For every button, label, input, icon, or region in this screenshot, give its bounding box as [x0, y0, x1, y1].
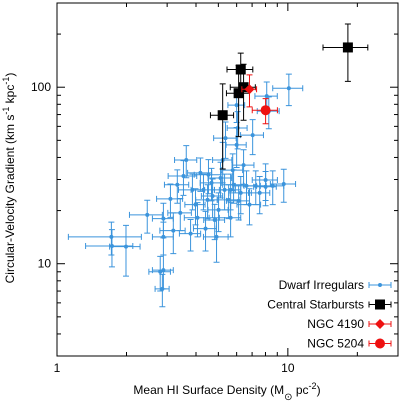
point — [214, 234, 219, 239]
point — [168, 196, 173, 201]
y-error-bar — [122, 224, 129, 277]
point — [244, 84, 255, 95]
point — [281, 181, 286, 186]
point — [171, 228, 176, 233]
point — [241, 163, 246, 168]
point — [109, 243, 114, 248]
point — [257, 190, 262, 195]
x-axis-label: Mean HI Surface Density (M⊙ pc-2) — [133, 381, 320, 401]
x-tick-label: 10 — [281, 361, 295, 375]
y-error-bar — [219, 83, 226, 170]
y-error-bar — [227, 173, 234, 211]
legend-label: Dwarf Irregulars — [279, 278, 364, 292]
x-label-part: pc — [293, 383, 309, 397]
point — [216, 207, 221, 212]
point — [188, 231, 193, 236]
y-label-part: -1 — [1, 77, 11, 85]
x-error-bar — [67, 233, 142, 240]
y-tick-label: 100 — [31, 80, 51, 94]
y-tick-label: 10 — [38, 257, 52, 271]
y-label-part: -1 — [1, 107, 11, 115]
point — [206, 172, 211, 177]
legend-marker — [375, 338, 385, 349]
point — [175, 182, 180, 187]
point — [161, 268, 166, 273]
point — [184, 157, 189, 162]
x-label-part: ) — [317, 383, 321, 397]
point — [342, 42, 353, 53]
legend-marker — [375, 299, 385, 310]
y-label-part: kpc — [3, 85, 17, 107]
point — [181, 174, 186, 179]
y-error-bar — [240, 63, 247, 121]
y-error-bar — [246, 188, 253, 226]
point — [260, 105, 271, 116]
x-label-part: -2 — [309, 381, 317, 391]
y-error-bar — [234, 111, 241, 150]
point — [178, 210, 183, 215]
point — [238, 82, 249, 93]
legend-marker — [375, 319, 385, 329]
legend-label: NGC 5204 — [307, 337, 364, 351]
point — [161, 216, 166, 221]
point — [228, 187, 233, 192]
y-error-bar — [200, 173, 207, 211]
x-tick-label: 1 — [54, 361, 61, 375]
point — [201, 187, 206, 192]
point — [250, 133, 255, 138]
point — [158, 269, 163, 274]
point — [193, 202, 198, 207]
point — [247, 202, 252, 207]
y-label-part: Circular-Velocity Gradient (km s — [3, 115, 17, 284]
point — [109, 234, 114, 239]
point — [270, 183, 275, 188]
point — [253, 183, 258, 188]
y-error-bar — [108, 229, 115, 268]
legend-label: NGC 4190 — [307, 317, 364, 331]
legend-label: Central Starbursts — [267, 298, 364, 312]
point — [212, 217, 217, 222]
point — [235, 64, 246, 75]
point — [286, 86, 291, 91]
x-label-part: ⊙ — [284, 392, 292, 401]
point — [233, 88, 244, 99]
point — [236, 198, 241, 203]
point — [217, 110, 228, 121]
y-error-bar — [235, 65, 242, 138]
point — [264, 94, 269, 99]
point — [145, 212, 150, 217]
point — [195, 215, 200, 220]
point — [123, 244, 128, 249]
y-error-bar — [237, 175, 244, 215]
y-axis-label: Circular-Velocity Gradient (km s-1 kpc-1… — [1, 73, 17, 284]
point — [218, 175, 223, 180]
y-error-bar — [222, 121, 229, 159]
y-error-bar — [221, 173, 228, 211]
point — [263, 184, 268, 189]
y-error-bar — [344, 23, 351, 82]
point — [228, 215, 233, 220]
point — [223, 136, 228, 141]
point — [234, 103, 239, 108]
point — [231, 182, 236, 187]
point — [203, 226, 208, 231]
x-label-part: Mean HI Surface Density (M — [133, 383, 284, 397]
point — [210, 193, 215, 198]
y-error-bar — [256, 175, 263, 215]
legend-marker — [378, 283, 382, 287]
y-label-part: ) — [3, 73, 17, 77]
